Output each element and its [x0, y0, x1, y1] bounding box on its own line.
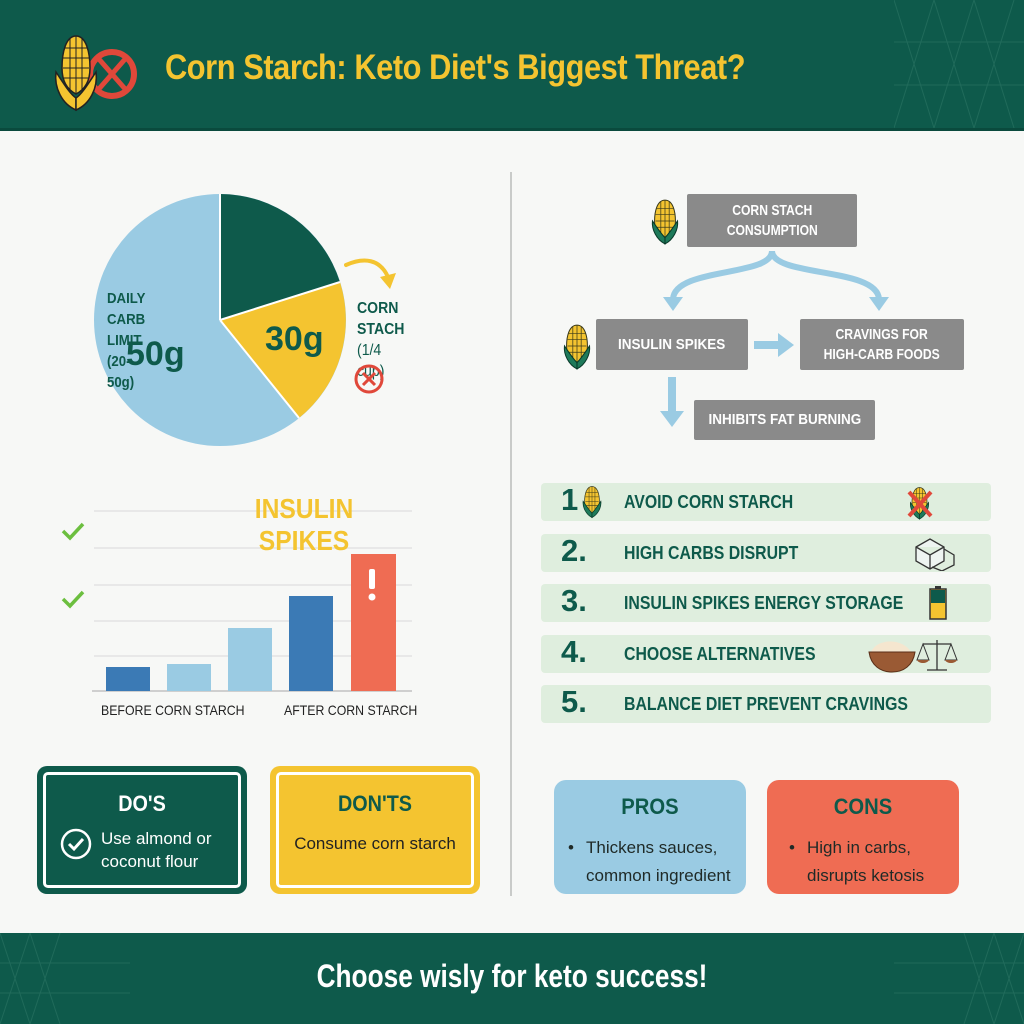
footer-tagline: Choose wisly for keto success!	[316, 958, 708, 994]
flow-box-fat-burning: INHIBITS FAT BURNING	[694, 400, 875, 440]
cons-title: CONS	[833, 794, 893, 819]
step-number: 3.	[561, 583, 587, 618]
dos-title: DO'S	[118, 791, 166, 816]
sugar-cubes-icon	[915, 538, 955, 571]
step-item: 5. BALANCE DIET PREVENT CRAVINGS	[541, 684, 991, 723]
branch-arrows	[663, 250, 889, 311]
pros-line1: Thickens sauces,	[586, 838, 718, 857]
pros-line2: common ingredient	[586, 866, 731, 885]
dos-card-border	[43, 772, 241, 888]
step-label: BALANCE DIET PREVENT CRAVINGS	[624, 694, 908, 714]
flow-box-cravings: CRAVINGS FOR HIGH-CARB FOODS	[800, 319, 964, 370]
donts-card: DON'TS Consume corn starch	[270, 766, 480, 894]
down-arrow	[660, 377, 684, 427]
column-divider	[510, 172, 512, 896]
pie-graphic	[94, 194, 346, 446]
flow-top-line1: CORN STACH	[731, 201, 813, 219]
check-icon	[61, 522, 85, 541]
daily-limit-label-line1: DAILY CARB	[107, 290, 146, 328]
cons-card: CONS • High in carbs, disrupts ketosis	[767, 780, 959, 894]
page-title: Corn Starch: Keto Diet's Biggest Threat?	[165, 48, 746, 87]
step-label: AVOID CORN STARCH	[624, 492, 794, 512]
header-banner: Corn Starch: Keto Diet's Biggest Threat?	[0, 0, 1024, 131]
step-item: 3. INSULIN SPIKES ENERGY STORAGE	[541, 583, 991, 622]
step-number: 1	[561, 482, 579, 517]
corn-icon	[582, 486, 602, 518]
xlabel-after: AFTER CORN STARCH	[284, 702, 418, 718]
donts-body: Consume corn starch	[294, 834, 456, 853]
geometric-pattern	[894, 933, 1024, 1024]
flour-bowl-scale-icon	[868, 640, 958, 673]
check-circle-icon	[60, 828, 92, 860]
prohibited-x-icon	[354, 364, 384, 394]
corn-starch-value: 30g	[265, 320, 324, 358]
step-label: CHOOSE ALTERNATIVES	[624, 644, 816, 664]
right-arrow	[754, 333, 794, 357]
cons-line1: High in carbs,	[807, 838, 911, 857]
cons-body: • High in carbs, disrupts ketosis	[789, 834, 951, 890]
bar-chart-title: INSULIN SPIKES	[251, 493, 357, 557]
geometric-pattern	[894, 0, 1024, 128]
corn-icon	[651, 199, 679, 245]
step-number: 4.	[561, 634, 587, 669]
bar-graphic	[92, 510, 412, 692]
step-item: 1 AVOID CORN STARCH	[541, 482, 991, 521]
bar-title-line2: SPIKES	[258, 525, 350, 556]
step-number: 5.	[561, 684, 587, 719]
step-item: 4. CHOOSE ALTERNATIVES	[541, 634, 991, 673]
flow-bottom-text: INHIBITS FAT BURNING	[708, 411, 861, 428]
corn-icon	[563, 324, 591, 370]
flow-right-line2: HIGH-CARB FOODS	[823, 345, 941, 363]
geometric-pattern	[0, 933, 130, 1024]
donts-title: DON'TS	[337, 791, 412, 816]
daily-limit-label: DAILY CARB LIMIT (20-50g)	[107, 288, 145, 393]
flow-box-consumption: CORN STACH CONSUMPTION	[687, 194, 857, 247]
flow-left-text: INSULIN SPIKES	[618, 335, 726, 353]
battery-icon	[929, 586, 947, 620]
bullet-icon: •	[789, 838, 795, 857]
no-corn-icon	[907, 487, 933, 520]
pros-body: • Thickens sauces, common ingredient	[568, 834, 738, 890]
cons-line2: disrupts ketosis	[807, 866, 925, 885]
pros-title: PROS	[621, 794, 679, 819]
check-icon	[61, 590, 85, 609]
dos-body-line1: Use almond or	[101, 829, 212, 848]
dos-body-line2: coconut flour	[101, 852, 199, 871]
pros-card: PROS • Thickens sauces, common ingredient	[554, 780, 746, 894]
step-number: 2.	[561, 533, 587, 568]
corn-with-prohibited-icon	[54, 35, 137, 112]
curved-arrow-icon	[344, 258, 396, 289]
dos-body: Use almond or coconut flour	[101, 827, 241, 873]
xlabel-before: BEFORE CORN STARCH	[101, 702, 245, 718]
step-label: HIGH CARBS DISRUPT	[624, 543, 799, 563]
flow-top-line2: CONSUMPTION	[726, 221, 818, 239]
footer-banner: Choose wisly for keto success!	[0, 933, 1024, 1024]
donts-card-border	[276, 772, 474, 888]
daily-limit-label-line2: LIMIT (20-50g)	[107, 332, 142, 391]
flow-box-insulin-spikes: INSULIN SPIKES	[596, 319, 748, 370]
corn-starch-label-line1: CORN STACH	[357, 300, 405, 338]
step-item: 2. HIGH CARBS DISRUPT	[541, 533, 991, 572]
bar-title-line1: INSULIN	[254, 493, 354, 524]
daily-limit-value: 50g	[126, 335, 185, 373]
bullet-icon: •	[568, 838, 574, 857]
flow-right-line1: CRAVINGS FOR	[835, 325, 929, 343]
step-label: INSULIN SPIKES ENERGY STORAGE	[624, 593, 904, 613]
dos-card: DO'S Use almond or coconut flour	[37, 766, 247, 894]
